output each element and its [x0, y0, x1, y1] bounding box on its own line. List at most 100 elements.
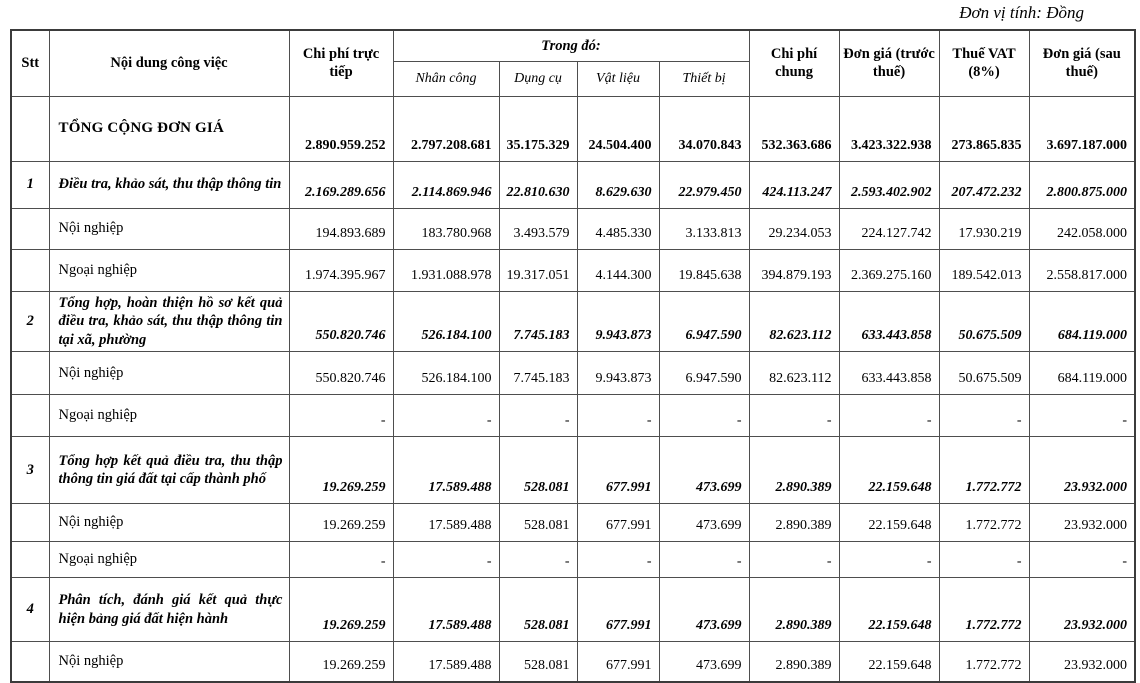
value-cell: 22.159.648 — [838, 503, 940, 543]
value-cell: 189.542.013 — [938, 248, 1030, 292]
value-cell: 23.932.000 — [1028, 436, 1136, 505]
row-label-cell: Nội nghiệp — [48, 207, 290, 250]
row-number-cell: 2 — [10, 290, 50, 353]
value-cell: - — [498, 394, 578, 438]
value-cell: 3.493.579 — [498, 207, 578, 250]
value-cell: - — [288, 394, 394, 438]
value-cell: 633.443.858 — [838, 290, 940, 353]
row-label-cell: Điều tra, khảo sát, thu thập thông tin — [48, 160, 290, 209]
value-cell: 3.133.813 — [658, 207, 750, 250]
value-cell: - — [576, 541, 660, 579]
value-cell: 677.991 — [576, 641, 660, 683]
table-row: 2 Tổng hợp, hoàn thiện hồ sơ kết quả điều… — [10, 290, 1136, 353]
value-cell: 4.144.300 — [576, 248, 660, 292]
value-cell: 183.780.968 — [392, 207, 500, 250]
value-cell: 23.932.000 — [1028, 641, 1136, 683]
value-cell: 2.593.402.902 — [838, 160, 940, 209]
value-cell: 29.234.053 — [748, 207, 840, 250]
row-label-cell: Nội nghiệp — [48, 351, 290, 396]
value-cell: 82.623.112 — [748, 290, 840, 353]
value-cell: 35.175.329 — [498, 95, 578, 162]
value-cell: 2.797.208.681 — [392, 95, 500, 162]
table-row: Ngoại nghiệp - - - - - - - - - — [10, 394, 1136, 438]
header-don-gia-truoc-thue: Đơn giá (trước thuế) — [838, 29, 940, 97]
value-cell: 2.558.817.000 — [1028, 248, 1136, 292]
value-cell: 2.369.275.160 — [838, 248, 940, 292]
header-row-1: Stt Nội dung công việc Chi phí trực tiếp… — [10, 29, 1136, 97]
value-cell: 677.991 — [576, 577, 660, 643]
value-cell: - — [748, 541, 840, 579]
value-cell: 24.504.400 — [576, 95, 660, 162]
unit-note: Đơn vị tính: Đồng — [959, 3, 1084, 22]
value-cell: 473.699 — [658, 503, 750, 543]
value-cell: 34.070.843 — [658, 95, 750, 162]
value-cell: 684.119.000 — [1028, 290, 1136, 353]
header-nhan-cong: Nhân công — [392, 60, 500, 97]
value-cell: 8.629.630 — [576, 160, 660, 209]
value-cell: 3.697.187.000 — [1028, 95, 1136, 162]
table-body: TỔNG CỘNG ĐƠN GIÁ 2.890.959.252 2.797.208.… — [10, 95, 1136, 683]
value-cell: 1.772.772 — [938, 503, 1030, 543]
value-cell: 19.317.051 — [498, 248, 578, 292]
value-cell: 550.820.746 — [288, 351, 394, 396]
table-row: Nội nghiệp 550.820.746 526.184.100 7.745.18… — [10, 351, 1136, 396]
value-cell: 677.991 — [576, 503, 660, 543]
value-cell: - — [938, 394, 1030, 438]
value-cell: 550.820.746 — [288, 290, 394, 353]
row-number-cell: 3 — [10, 436, 50, 505]
value-cell: 9.943.873 — [576, 290, 660, 353]
value-cell: 22.159.648 — [838, 577, 940, 643]
row-number-cell — [10, 207, 50, 250]
value-cell: - — [392, 541, 500, 579]
value-cell: 526.184.100 — [392, 290, 500, 353]
table-row: 4 Phân tích, đánh giá kết quả thực hiện b… — [10, 577, 1136, 643]
row-label-cell: Ngoại nghiệp — [48, 248, 290, 292]
header-thiet-bi: Thiết bị — [658, 60, 750, 97]
value-cell: 6.947.590 — [658, 290, 750, 353]
value-cell: 2.890.389 — [748, 503, 840, 543]
table-header: Stt Nội dung công việc Chi phí trực tiếp… — [10, 29, 1136, 97]
value-cell: - — [658, 541, 750, 579]
value-cell: 1.974.395.967 — [288, 248, 394, 292]
value-cell: 22.810.630 — [498, 160, 578, 209]
row-label-cell: Ngoại nghiệp — [48, 394, 290, 438]
row-label-cell: TỔNG CỘNG ĐƠN GIÁ — [48, 95, 290, 162]
row-number-cell — [10, 351, 50, 396]
value-cell: 17.589.488 — [392, 577, 500, 643]
value-cell: 677.991 — [576, 436, 660, 505]
table-row: Nội nghiệp 19.269.259 17.589.488 528.081 677… — [10, 503, 1136, 543]
value-cell: 19.269.259 — [288, 641, 394, 683]
header-dung-cu: Dụng cụ — [498, 60, 578, 97]
value-cell: 2.890.389 — [748, 641, 840, 683]
value-cell: 17.589.488 — [392, 436, 500, 505]
value-cell: 224.127.742 — [838, 207, 940, 250]
value-cell: - — [288, 541, 394, 579]
value-cell: 473.699 — [658, 641, 750, 683]
value-cell: 273.865.835 — [938, 95, 1030, 162]
value-cell: 2.890.389 — [748, 577, 840, 643]
value-cell: 2.800.875.000 — [1028, 160, 1136, 209]
value-cell: 1.772.772 — [938, 641, 1030, 683]
value-cell: - — [838, 541, 940, 579]
value-cell: 6.947.590 — [658, 351, 750, 396]
value-cell: 242.058.000 — [1028, 207, 1136, 250]
value-cell: - — [1028, 541, 1136, 579]
row-number-cell — [10, 541, 50, 579]
row-number-cell — [10, 503, 50, 543]
value-cell: 528.081 — [498, 503, 578, 543]
table-row: Nội nghiệp 19.269.259 17.589.488 528.081 677… — [10, 641, 1136, 683]
value-cell: 2.169.289.656 — [288, 160, 394, 209]
value-cell: 194.893.689 — [288, 207, 394, 250]
row-number-cell — [10, 95, 50, 162]
value-cell: - — [576, 394, 660, 438]
header-noi-dung: Nội dung công việc — [48, 29, 290, 97]
value-cell: 17.589.488 — [392, 503, 500, 543]
header-row-2: Nhân công Dụng cụ Vật liệu Thiết bị — [11, 60, 1135, 97]
cost-table: Stt Nội dung công việc Chi phí trực tiếp… — [10, 29, 1137, 683]
row-label-cell: Nội nghiệp — [48, 503, 290, 543]
value-cell: 2.114.869.946 — [392, 160, 500, 209]
value-cell: - — [392, 394, 500, 438]
row-number-cell — [10, 248, 50, 292]
value-cell: 17.930.219 — [938, 207, 1030, 250]
header-chi-phi-truc-tiep: Chi phí trực tiếp — [288, 29, 394, 97]
